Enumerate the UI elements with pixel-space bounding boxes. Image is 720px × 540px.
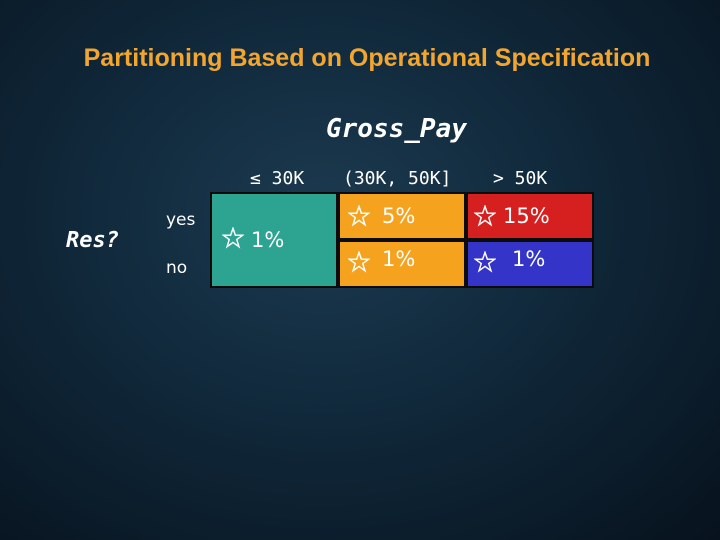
star-outline-icon [222,227,244,249]
cell-gt-50k-no-value: 1% [512,247,546,271]
star-outline-icon [474,251,496,273]
star-outline-icon [474,205,496,227]
cell-gt-50k-yes-value: 15% [503,204,550,228]
column-variable-label: Gross_Pay [326,114,467,144]
star-outline-icon [348,205,370,227]
cell-le-30k [210,192,338,288]
row-variable-label: Res? [66,228,119,253]
cell-gt-50k-yes [466,192,594,240]
cell-30k-50k-no [338,240,466,288]
row-label-no: no [166,258,188,278]
column-header-le-30k: ≤ 30K [250,168,305,189]
slide-title: Partitioning Based on Operational Specif… [83,44,651,72]
row-label-yes: yes [166,210,196,230]
column-header-gt-50k: > 50K [493,168,548,189]
cell-30k-50k-yes [338,192,466,240]
cell-le-30k-value: 1% [251,228,285,252]
cell-30k-50k-yes-value: 5% [382,204,416,228]
cell-gt-50k-no [466,240,594,288]
column-header-30k-50k: (30K, 50K] [343,168,452,189]
cell-30k-50k-no-value: 1% [382,247,416,271]
star-outline-icon [348,251,370,273]
